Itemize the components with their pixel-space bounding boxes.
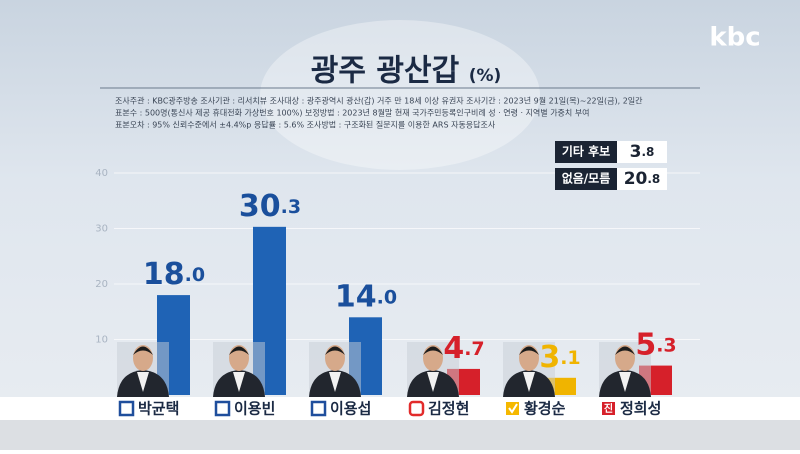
photo-hair — [325, 346, 345, 355]
value-label: 14.0 — [335, 279, 397, 314]
photo-shirt — [233, 372, 245, 392]
unit: (%) — [469, 66, 502, 86]
photo-shirt — [523, 372, 535, 392]
survey-note: 표본오차 : 95% 신뢰수준에서 ±4.4%p 응답률 : 5.6% 조사방법… — [115, 120, 496, 130]
others-value: 20.8 — [624, 169, 661, 189]
chart-title: 광주 광산갑 — [311, 54, 460, 89]
others-label: 없음/모름 — [562, 171, 611, 186]
photo-hair — [133, 346, 153, 355]
others-value-bg — [617, 141, 667, 163]
party-icon-check — [508, 403, 518, 414]
x-tick-label: 김정현 — [428, 400, 469, 418]
value-label: 4.7 — [443, 330, 484, 365]
photo-shirt — [329, 372, 341, 392]
photo-shirt — [137, 372, 149, 392]
x-tick-label: 이용빈 — [234, 400, 275, 418]
party-icon — [602, 402, 615, 415]
others-value-bg — [617, 168, 667, 190]
bottom-strip — [0, 420, 800, 450]
y-tick-label: 10 — [95, 335, 108, 346]
party-icon — [214, 400, 231, 417]
value-label: 3.1 — [539, 339, 580, 374]
others-label-bg — [555, 168, 617, 190]
party-icon — [408, 400, 425, 417]
photo-shirt — [427, 372, 439, 392]
y-tick-label: 40 — [95, 168, 108, 179]
survey-note: 표본수 : 500명(통신사 제공 휴대전화 가상번호 100%) 보정방법 :… — [115, 108, 590, 118]
dome — [260, 20, 540, 170]
logo: kbc — [709, 23, 760, 53]
value-label: 5.3 — [635, 327, 676, 362]
others-value: 3.8 — [630, 142, 655, 162]
value-label: 30.3 — [239, 188, 301, 223]
name-strip — [0, 397, 800, 420]
survey-note: 조사주관 : KBC광주방송 조사기관 : 리서치뷰 조사대상 : 광주광역시 … — [115, 96, 643, 106]
party-badge: 진 — [604, 402, 613, 415]
x-tick-label: 황경순 — [524, 400, 566, 418]
x-tick-label: 박균택 — [138, 400, 179, 418]
y-tick-label: 20 — [95, 279, 108, 290]
photo-hair — [423, 346, 443, 355]
party-icon — [118, 400, 135, 417]
party-icon — [310, 400, 327, 417]
others-label: 기타 후보 — [562, 144, 610, 159]
x-tick-label: 이용섭 — [330, 400, 371, 418]
others-label-bg — [555, 141, 617, 163]
photo-shirt — [619, 372, 631, 392]
value-label: 18.0 — [143, 257, 205, 292]
x-tick-label: 정희성 — [620, 400, 661, 418]
photo-hair — [229, 346, 249, 355]
y-tick-label: 30 — [95, 224, 108, 235]
photo-hair — [615, 346, 635, 355]
photo-hair — [519, 346, 539, 355]
